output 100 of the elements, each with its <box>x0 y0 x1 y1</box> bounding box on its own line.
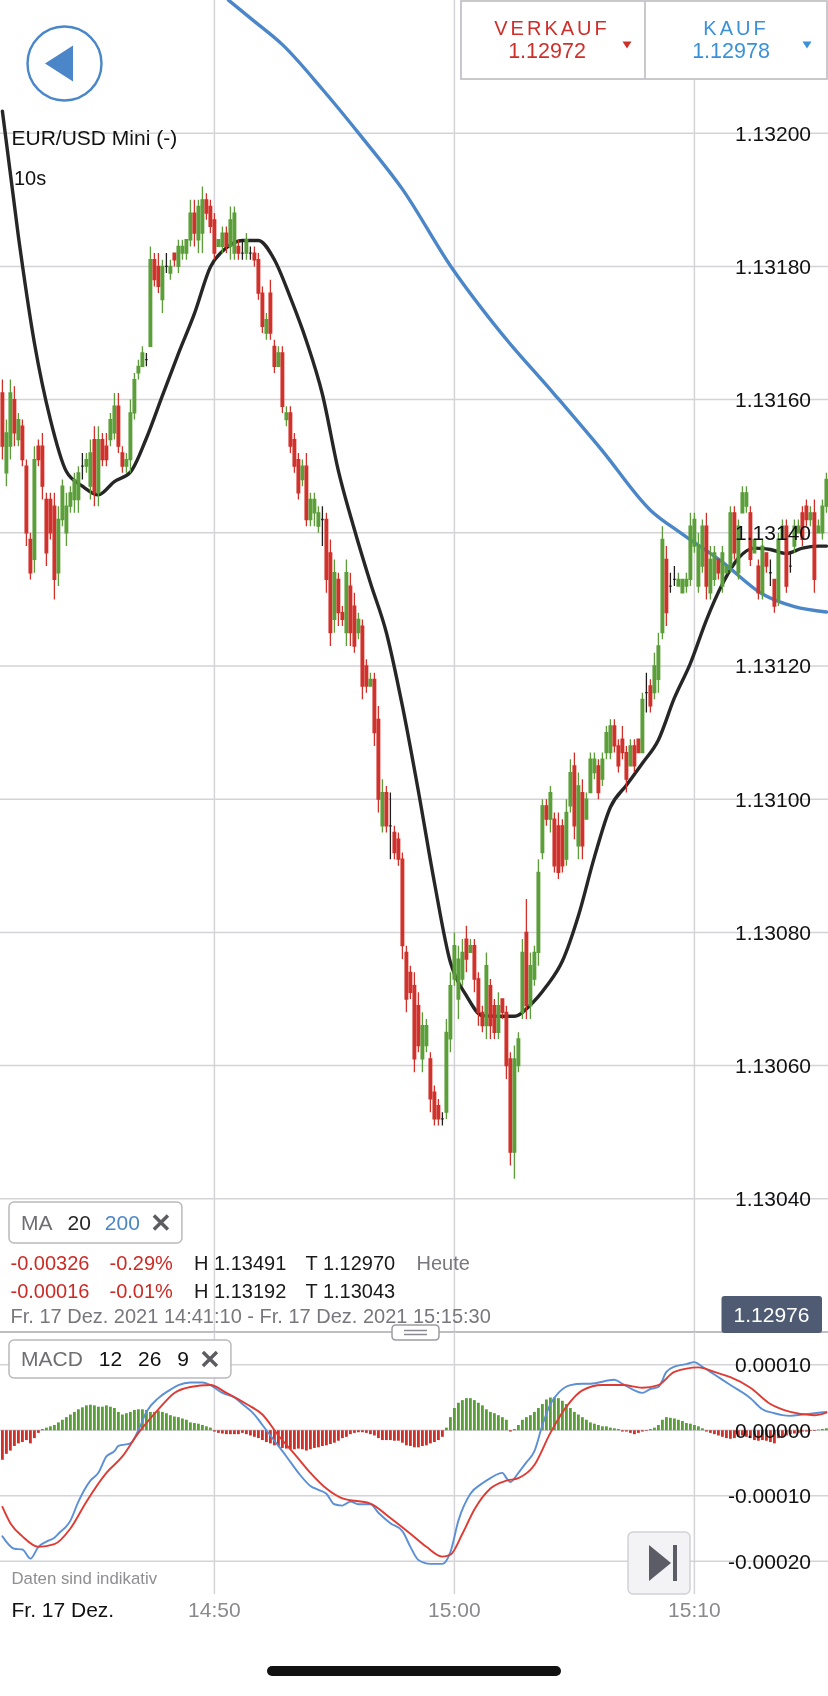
bar <box>469 1398 472 1431</box>
bar <box>689 1423 692 1431</box>
bar <box>261 1430 264 1441</box>
text: 12 26 9 <box>98 1347 189 1371</box>
bar <box>597 1425 600 1431</box>
annotation: -0.00016 <box>10 1279 90 1302</box>
bar <box>417 1430 420 1448</box>
candlestick <box>344 558 349 647</box>
candlestick <box>272 339 277 374</box>
bar <box>369 1430 372 1435</box>
bar <box>661 1419 664 1431</box>
candlestick <box>548 785 553 834</box>
bar <box>169 1415 172 1431</box>
candlestick <box>540 798 545 860</box>
candlestick <box>756 558 761 601</box>
candlestick <box>264 312 269 341</box>
bar <box>69 1414 72 1431</box>
y-tick-label: 1.13100 <box>735 787 811 811</box>
bar <box>345 1430 348 1437</box>
bar <box>225 1430 228 1435</box>
bar <box>245 1430 248 1435</box>
bar <box>725 1430 728 1439</box>
bar <box>325 1430 328 1446</box>
bar <box>189 1422 192 1431</box>
bar <box>81 1407 84 1431</box>
candlestick <box>92 425 97 507</box>
bar <box>217 1430 220 1433</box>
candlestick <box>440 1111 445 1127</box>
candlestick <box>760 538 765 601</box>
bar <box>309 1430 312 1450</box>
bar <box>57 1422 60 1431</box>
candlestick <box>520 938 525 1020</box>
annotation: Fr. 17 Dez. 2021 14:41:10 - Fr. 17 Dez. 2021 15:15:30 <box>10 1304 491 1327</box>
bar <box>713 1430 716 1435</box>
candlestick <box>168 259 173 281</box>
candlestick <box>248 245 253 261</box>
bar <box>97 1406 100 1431</box>
bar <box>229 1430 232 1435</box>
candlestick <box>728 505 733 574</box>
candlestick <box>368 672 373 687</box>
candlestick <box>0 378 5 461</box>
bar <box>1 1430 4 1460</box>
bar <box>341 1430 344 1439</box>
bar <box>693 1425 696 1431</box>
candlestick <box>20 418 25 467</box>
candlestick <box>584 791 589 820</box>
candlestick <box>640 691 645 754</box>
bar <box>681 1421 684 1431</box>
bar <box>461 1400 464 1431</box>
candlestick <box>96 425 101 507</box>
bar <box>409 1430 412 1446</box>
candlestick <box>708 545 713 601</box>
y-tick-label: 1.13080 <box>735 920 811 944</box>
bar <box>485 1409 488 1431</box>
candlestick <box>176 239 181 274</box>
bar <box>677 1419 680 1431</box>
bar <box>349 1430 352 1435</box>
bar <box>481 1405 484 1431</box>
bar <box>29 1430 32 1444</box>
candlestick <box>788 552 793 574</box>
bar <box>25 1430 28 1441</box>
bar <box>717 1430 720 1436</box>
bar <box>337 1430 340 1441</box>
candlestick <box>200 185 205 254</box>
bar <box>105 1405 108 1431</box>
bar <box>85 1405 88 1431</box>
bar <box>61 1419 64 1431</box>
bar <box>173 1416 176 1431</box>
candlestick <box>384 785 389 834</box>
candlestick <box>268 279 273 341</box>
candlestick <box>468 938 473 954</box>
bar <box>589 1422 592 1431</box>
y-tick-label: -0.00020 <box>728 1549 811 1573</box>
bar <box>601 1426 604 1431</box>
bar <box>329 1430 332 1445</box>
candlestick <box>80 452 85 481</box>
text: EUR/USD Mini (-) <box>11 126 178 150</box>
bar <box>313 1430 316 1448</box>
bar <box>333 1430 336 1443</box>
candlestick <box>228 205 233 261</box>
bar <box>101 1406 104 1431</box>
annotation: -0.29% <box>109 1251 174 1274</box>
bar <box>121 1414 124 1431</box>
bar <box>437 1430 440 1441</box>
bar <box>221 1430 224 1434</box>
bar <box>497 1415 500 1431</box>
x-tick-label: 15:10 <box>668 1597 721 1621</box>
annotation: 1.12972 <box>508 39 586 64</box>
bar <box>365 1430 368 1433</box>
bar <box>505 1419 508 1431</box>
candlestick <box>740 485 745 514</box>
candlestick <box>332 558 337 634</box>
annotation: VERKAUF <box>494 16 610 39</box>
bar <box>669 1417 672 1431</box>
bar <box>197 1423 200 1431</box>
candlestick <box>192 199 197 248</box>
candlestick <box>556 811 561 880</box>
candlestick <box>380 778 385 834</box>
bar <box>293 1430 296 1450</box>
candlestick <box>244 232 249 261</box>
